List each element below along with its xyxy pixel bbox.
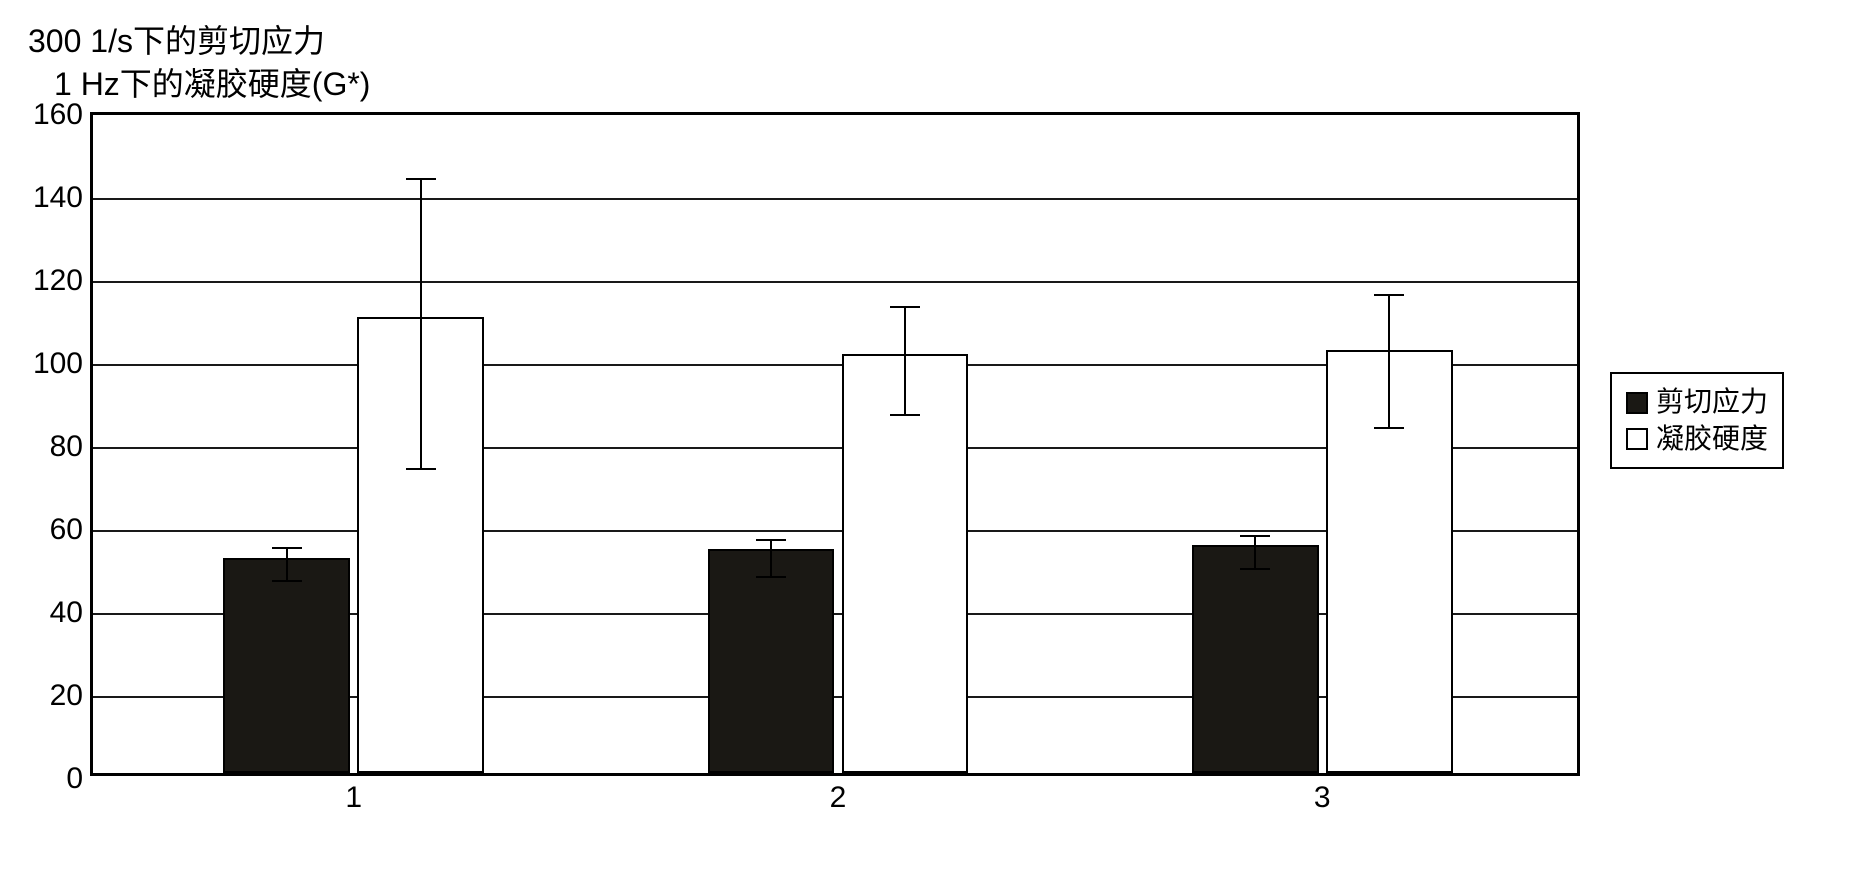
- title-line-1: 300 1/s下的剪切应力: [28, 20, 1860, 63]
- x-tick-label: 1: [345, 781, 362, 815]
- bar: [1192, 545, 1319, 773]
- error-cap: [756, 576, 786, 578]
- x-tick-label: 2: [830, 781, 847, 815]
- y-tick-label: 100: [33, 347, 83, 381]
- error-bar: [904, 306, 906, 414]
- bar: [708, 549, 835, 773]
- chart-row: 020406080100120140160123 剪切应力 凝胶硬度: [20, 112, 1860, 776]
- legend-label-shear: 剪切应力: [1656, 384, 1768, 420]
- figure-wrapper: 300 1/s下的剪切应力 1 Hz下的凝胶硬度(G*) 02040608010…: [20, 20, 1860, 858]
- error-cap: [756, 539, 786, 541]
- error-bar: [1388, 294, 1390, 427]
- error-bar: [420, 178, 422, 469]
- plot-area: 020406080100120140160123: [90, 112, 1580, 776]
- error-cap: [890, 414, 920, 416]
- bar: [223, 558, 350, 774]
- error-bar: [286, 547, 288, 580]
- y-tick-label: 160: [33, 98, 83, 132]
- error-cap: [890, 306, 920, 308]
- legend-item-gel: 凝胶硬度: [1626, 421, 1768, 457]
- error-bar: [770, 539, 772, 576]
- y-tick-label: 140: [33, 181, 83, 215]
- legend-swatch-light: [1626, 428, 1648, 450]
- y-tick-label: 40: [50, 596, 83, 630]
- error-cap: [1374, 294, 1404, 296]
- x-tick-label: 3: [1314, 781, 1331, 815]
- y-tick-label: 120: [33, 264, 83, 298]
- legend-label-gel: 凝胶硬度: [1656, 421, 1768, 457]
- error-cap: [272, 547, 302, 549]
- legend-swatch-dark: [1626, 392, 1648, 414]
- y-tick-label: 0: [66, 762, 83, 796]
- error-cap: [1240, 535, 1270, 537]
- bar: [842, 354, 969, 773]
- y-tick-label: 60: [50, 513, 83, 547]
- legend-item-shear: 剪切应力: [1626, 384, 1768, 420]
- error-bar: [1254, 535, 1256, 568]
- error-cap: [272, 580, 302, 582]
- legend: 剪切应力 凝胶硬度: [1610, 372, 1784, 469]
- error-cap: [406, 468, 436, 470]
- title-line-2: 1 Hz下的凝胶硬度(G*): [54, 63, 1860, 106]
- error-cap: [1374, 427, 1404, 429]
- y-tick-label: 20: [50, 679, 83, 713]
- gridline: [93, 198, 1577, 200]
- error-cap: [1240, 568, 1270, 570]
- gridline: [93, 281, 1577, 283]
- chart-area: 020406080100120140160123: [90, 112, 1580, 776]
- figure-title: 300 1/s下的剪切应力 1 Hz下的凝胶硬度(G*): [28, 20, 1860, 106]
- y-tick-label: 80: [50, 430, 83, 464]
- error-cap: [406, 178, 436, 180]
